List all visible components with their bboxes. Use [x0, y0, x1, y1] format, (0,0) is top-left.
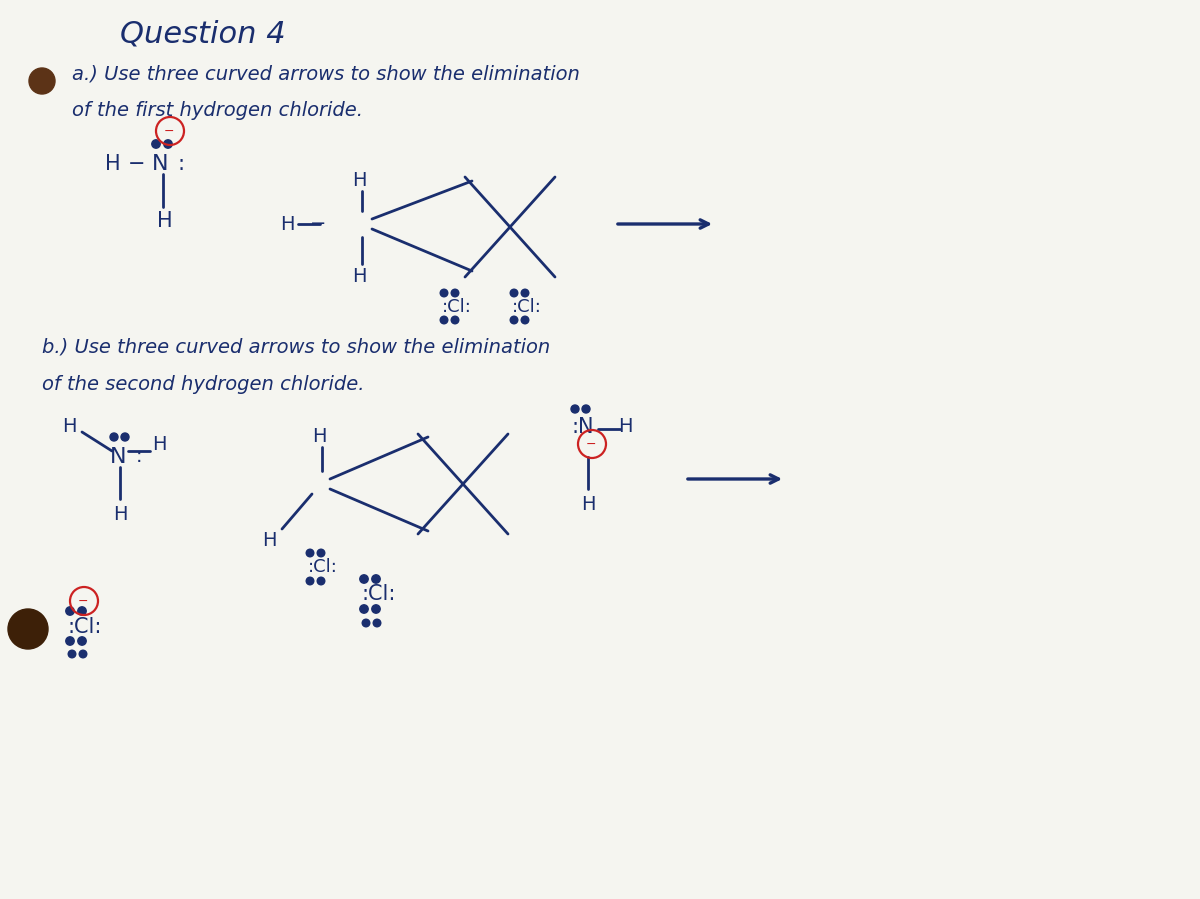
- Text: H: H: [262, 531, 276, 550]
- Text: −: −: [310, 215, 326, 234]
- Text: :Cl:: :Cl:: [512, 298, 542, 316]
- Text: :Cl:: :Cl:: [362, 584, 396, 604]
- Circle shape: [66, 636, 74, 645]
- Circle shape: [582, 405, 590, 413]
- Circle shape: [68, 650, 76, 658]
- Circle shape: [78, 607, 86, 615]
- Text: H: H: [618, 417, 632, 437]
- Circle shape: [110, 433, 118, 441]
- Circle shape: [317, 577, 325, 585]
- Circle shape: [29, 68, 55, 94]
- Text: of the second hydrogen chloride.: of the second hydrogen chloride.: [42, 375, 365, 394]
- Text: H: H: [106, 154, 121, 174]
- Text: N: N: [152, 154, 168, 174]
- Circle shape: [121, 433, 130, 441]
- Text: H: H: [152, 434, 167, 453]
- Text: H: H: [113, 504, 127, 523]
- Circle shape: [510, 289, 518, 297]
- Text: −: −: [78, 594, 88, 608]
- Text: N: N: [110, 447, 126, 467]
- Circle shape: [571, 405, 580, 413]
- Circle shape: [451, 289, 458, 297]
- Circle shape: [163, 140, 173, 148]
- Text: −: −: [128, 154, 145, 174]
- Circle shape: [440, 316, 448, 324]
- Text: −: −: [586, 438, 596, 450]
- Text: H: H: [312, 428, 326, 447]
- Text: −: −: [163, 124, 174, 138]
- Circle shape: [372, 605, 380, 613]
- Text: of the first hydrogen chloride.: of the first hydrogen chloride.: [72, 102, 364, 120]
- Text: :Cl:: :Cl:: [68, 617, 102, 637]
- Circle shape: [440, 289, 448, 297]
- Text: :Cl:: :Cl:: [442, 298, 472, 316]
- Text: H: H: [157, 211, 173, 231]
- Circle shape: [360, 574, 368, 583]
- Circle shape: [306, 577, 314, 585]
- Text: :Cl:: :Cl:: [308, 558, 338, 576]
- Text: b.) Use three curved arrows to show the elimination: b.) Use three curved arrows to show the …: [42, 337, 551, 357]
- Circle shape: [521, 289, 529, 297]
- Text: a.) Use three curved arrows to show the elimination: a.) Use three curved arrows to show the …: [72, 65, 580, 84]
- Circle shape: [510, 316, 518, 324]
- Circle shape: [79, 650, 86, 658]
- Text: H: H: [581, 494, 595, 513]
- Text: H: H: [62, 417, 77, 437]
- Circle shape: [78, 636, 86, 645]
- Circle shape: [8, 609, 48, 649]
- Text: :: :: [136, 448, 143, 467]
- Circle shape: [373, 619, 380, 627]
- Circle shape: [372, 574, 380, 583]
- Circle shape: [306, 549, 314, 556]
- Circle shape: [451, 316, 458, 324]
- Text: H: H: [280, 215, 294, 234]
- Circle shape: [152, 140, 161, 148]
- Circle shape: [360, 605, 368, 613]
- Text: H: H: [352, 268, 366, 287]
- Circle shape: [362, 619, 370, 627]
- Circle shape: [66, 607, 74, 615]
- Text: :: :: [178, 154, 185, 174]
- Circle shape: [521, 316, 529, 324]
- Text: :N: :N: [572, 417, 594, 437]
- Text: Question 4: Question 4: [120, 20, 286, 49]
- Circle shape: [317, 549, 325, 556]
- Text: H: H: [352, 172, 366, 191]
